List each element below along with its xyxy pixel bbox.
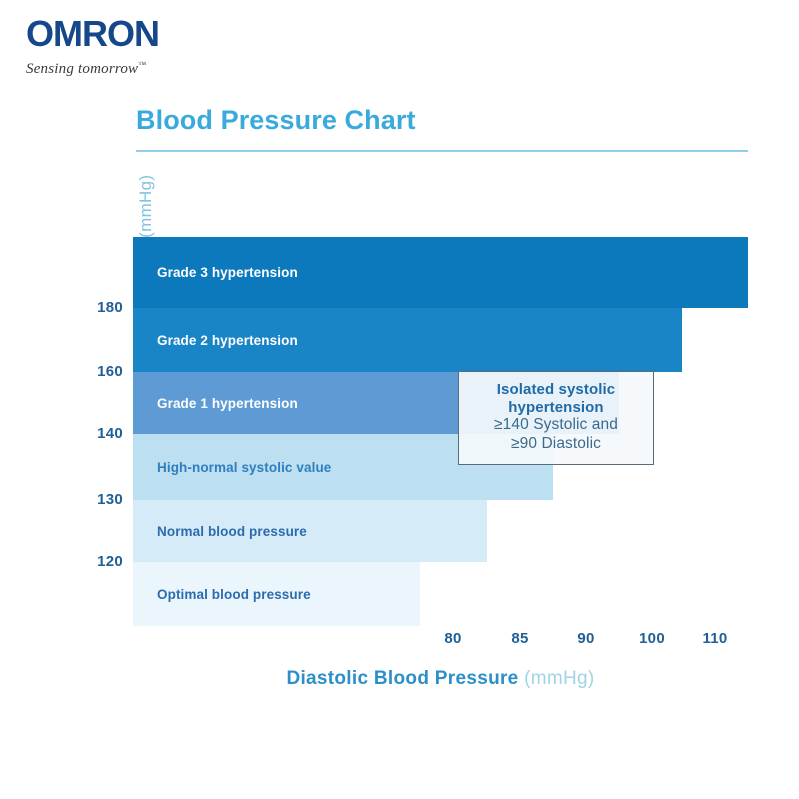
band-label: High-normal systolic value [157,459,332,475]
band-label: Grade 3 hypertension [157,265,298,280]
band-label: Grade 1 hypertension [157,395,298,411]
callout-systolic-criterion: ≥140 Systolic and [494,416,618,434]
y-axis-ticks: 180 160 140 130 120 [71,237,123,626]
band-grade-2-hypertension: Grade 2 hypertension [133,308,682,372]
tagline-text: Sensing tomorrow [26,61,139,77]
plot-area: Grade 3 hypertension Grade 2 hypertensio… [133,237,748,626]
trademark-symbol: ™ [138,60,147,69]
title-block: Blood Pressure Chart [136,104,748,153]
omron-wordmark: OMRON [26,13,160,54]
band-high-normal-systolic-value: High-normal systolic value [133,434,553,500]
x-axis-title: Diastolic Blood Pressure (mmHg) [133,668,748,690]
x-tick-label: 85 [511,630,529,647]
y-axis-unit: (mmHg) [136,174,155,238]
omron-tagline: Sensing tomorrow™ [26,60,326,78]
callout-title-line-2: hypertension [508,398,604,416]
callout-diastolic-criterion: ≥90 Diastolic [511,434,601,452]
y-tick-label: 120 [97,553,123,570]
y-tick-label: 130 [97,491,123,508]
isolated-systolic-hypertension-callout: Isolated systolic hypertension ≥140 Syst… [458,371,654,465]
x-axis-unit: (mmHg) [524,668,595,689]
x-tick-label: 90 [577,630,595,647]
x-tick-label: 100 [639,630,665,647]
callout-title-line-1: Isolated systolic [496,381,616,398]
title-divider [136,150,748,153]
x-tick-label: 110 [702,630,728,647]
x-axis-ticks: 80 85 90 100 110 [133,630,748,654]
band-grade-3-hypertension: Grade 3 hypertension [133,237,748,308]
y-tick-label: 160 [97,363,123,380]
x-tick-label: 80 [444,630,462,647]
brand-logo-block: OMRON Sensing tomorrow™ [26,16,326,78]
x-axis-title-text: Diastolic Blood Pressure [286,668,519,689]
band-label: Normal blood pressure [157,523,307,539]
y-tick-label: 140 [97,425,123,442]
band-label: Grade 2 hypertension [157,332,298,348]
band-normal-blood-pressure: Normal blood pressure [133,500,487,562]
band-label: Optimal blood pressure [157,586,311,602]
band-optimal-blood-pressure: Optimal blood pressure [133,562,420,626]
y-tick-label: 180 [97,299,123,316]
page-title: Blood Pressure Chart [136,105,416,135]
